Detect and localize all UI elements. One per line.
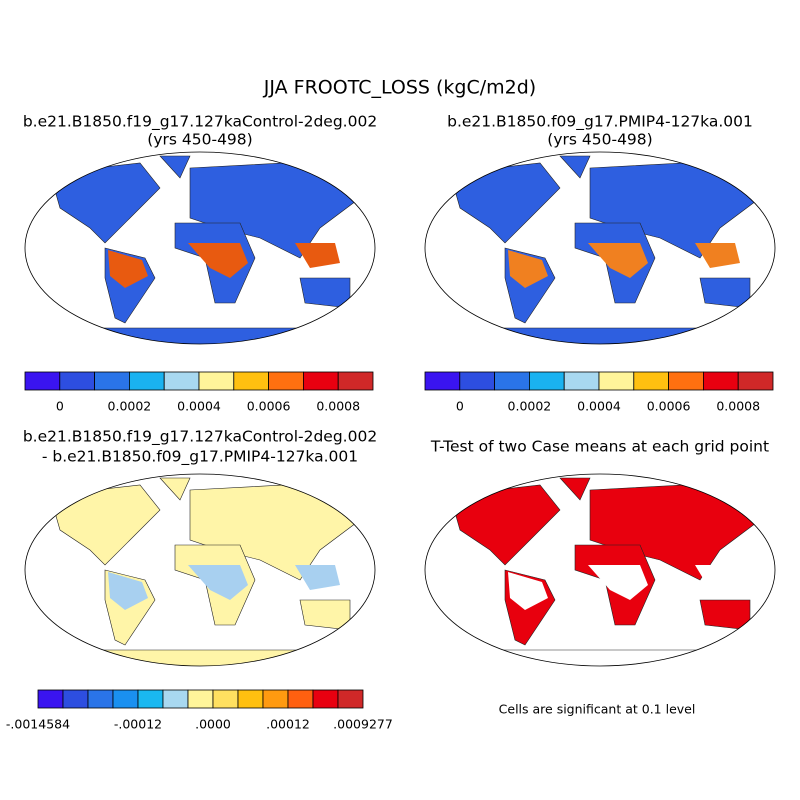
colorbar-label: 0.0008 — [316, 399, 360, 414]
colorbar-swatch — [59, 371, 95, 391]
colorbar-label: 0.0002 — [508, 399, 552, 414]
map-border — [424, 151, 776, 345]
colorbar-label: 0.0006 — [247, 399, 291, 414]
map-land — [49, 155, 361, 344]
map-border — [24, 473, 376, 667]
colorbar-swatch — [598, 371, 635, 391]
colorbar-swatch — [633, 371, 669, 391]
panel-title: b.e21.B1850.f19_g17.127kaControl-2deg.00… — [23, 428, 377, 447]
continents — [49, 477, 361, 646]
colorbar-swatch — [529, 371, 565, 391]
colorbar-swatch — [337, 371, 374, 391]
colorbar-label: .00012 — [266, 717, 310, 732]
map — [424, 473, 776, 667]
colorbar-swatch — [128, 371, 165, 391]
colorbar-swatch — [37, 689, 64, 709]
antarctica — [449, 649, 751, 666]
panel-title: - b.e21.B1850.f09_g17.PMIP4-127ka.001 — [42, 448, 358, 467]
continents — [449, 155, 761, 324]
colorbar-swatch — [137, 689, 164, 709]
figure-title: JJA FROOTC_LOSS (kgC/m2d) — [263, 77, 536, 99]
colorbar-label: -.00012 — [114, 717, 162, 732]
panel-title: b.e21.B1850.f19_g17.127kaControl-2deg.00… — [23, 113, 377, 132]
colorbar-swatch — [459, 371, 495, 391]
colorbar-swatch — [24, 371, 61, 391]
colorbar-swatch — [112, 689, 139, 709]
colorbar-label: 0 — [456, 399, 464, 414]
colorbar-swatch — [198, 371, 235, 391]
colorbar-label: 0.0004 — [177, 399, 221, 414]
colorbar-swatch — [287, 689, 314, 709]
colorbar-swatch — [94, 371, 130, 391]
colorbar-label: .0009277 — [333, 717, 393, 732]
map-land — [49, 477, 361, 666]
colorbar-swatch — [187, 689, 214, 709]
colorbar-swatch — [337, 689, 364, 709]
colorbar-swatch — [668, 371, 704, 391]
colorbar-swatch — [268, 371, 304, 391]
antarctica — [49, 649, 351, 666]
colorbar-swatch — [424, 371, 461, 391]
panel-title: (yrs 450-498) — [147, 131, 252, 149]
colorbar-swatch — [737, 371, 774, 391]
panel-title: T-Test of two Case means at each grid po… — [430, 438, 769, 456]
colorbar-swatch — [237, 689, 264, 709]
colorbar-label: 0.0008 — [716, 399, 760, 414]
colorbar-label: 0.0004 — [577, 399, 621, 414]
colorbar-label: 0 — [56, 399, 64, 414]
colorbar-swatch — [233, 371, 270, 391]
colorbar-label: 0.0006 — [647, 399, 691, 414]
continents — [49, 155, 361, 324]
colorbar-swatch — [494, 371, 530, 391]
colorbar-swatch — [162, 689, 189, 709]
map-land — [449, 155, 761, 344]
colorbar-swatch — [163, 371, 200, 391]
panel-title: b.e21.B1850.f09_g17.PMIP4-127ka.001 — [447, 113, 753, 132]
panel-title: (yrs 450-498) — [547, 131, 652, 149]
colorbar-swatch — [262, 689, 289, 709]
map-border — [24, 151, 376, 345]
map-border — [424, 473, 776, 667]
note: Cells are significant at 0.1 level — [499, 702, 696, 717]
continents — [449, 477, 761, 646]
map-land — [449, 477, 761, 666]
antarctica — [449, 327, 751, 344]
colorbar-swatch — [703, 371, 739, 391]
map — [424, 151, 776, 345]
colorbar-swatch — [563, 371, 600, 391]
colorbar-label: .0000 — [195, 717, 231, 732]
map — [24, 473, 376, 667]
colorbar-swatch — [62, 689, 89, 709]
colorbar-swatch — [302, 371, 339, 391]
colorbar-label: 0.0002 — [108, 399, 152, 414]
colorbar-swatch — [212, 689, 239, 709]
colorbar-label: -.0014584 — [6, 717, 70, 732]
antarctica — [49, 327, 351, 344]
map — [24, 151, 376, 345]
colorbar-swatch — [87, 689, 114, 709]
colorbar-swatch — [312, 689, 339, 709]
